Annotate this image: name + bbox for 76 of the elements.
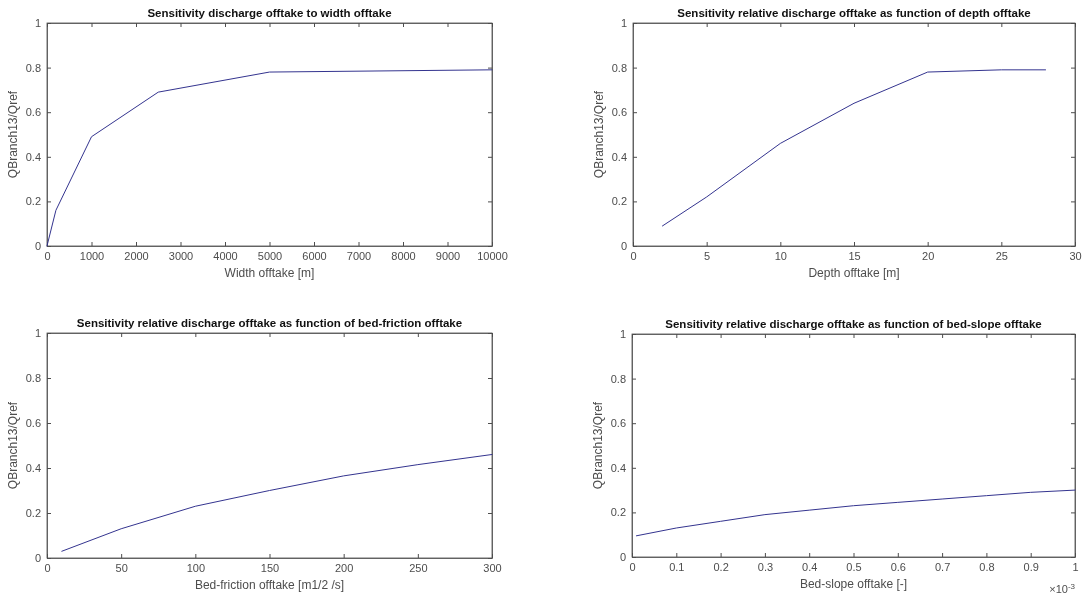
y-tick-label: 0	[619, 551, 626, 564]
y-axis-title: QBranch13/Qref	[592, 90, 606, 179]
x-tick-label: 5000	[257, 249, 283, 262]
y-tick-label: 0.8	[25, 61, 41, 74]
y-tick-label: 0.2	[25, 195, 41, 208]
y-tick-label: 0.6	[610, 417, 626, 430]
x-tick-label: 0	[44, 561, 51, 574]
y-tick-label: 0.6	[25, 417, 41, 430]
x-tick-label: 200	[334, 561, 354, 574]
y-tick-label: 0	[34, 240, 41, 253]
x-tick-label: 0.2	[713, 560, 729, 573]
x-tick-label: 5	[704, 249, 711, 262]
chart-title: Sensitivity relative discharge offtake as function of depth offtake	[677, 7, 1031, 19]
chart-title: Sensitivity relative discharge offtake as function of bed-friction offtake	[76, 317, 463, 329]
x-tick-label: 6000	[302, 249, 327, 262]
y-tick-label: 0.4	[611, 150, 627, 163]
x-tick-label: 4000	[213, 249, 238, 262]
y-axis-title: QBranch13/Qref	[591, 401, 605, 490]
x-tick-label: 25	[995, 249, 1008, 262]
chart-title: Sensitivity relative discharge offtake as function of bed-slope offtake	[665, 318, 1042, 330]
y-tick-label: 1	[34, 327, 41, 340]
y-tick-label: 0.2	[610, 506, 626, 519]
x-axis-title: Width offtake [m]	[224, 266, 315, 280]
y-tick-label: 0	[620, 240, 627, 253]
x-tick-label: 0.4	[802, 560, 818, 573]
x-tick-label: 1	[1072, 560, 1079, 573]
y-tick-label: 0.8	[611, 61, 627, 74]
x-tick-label: 20	[922, 249, 935, 262]
y-tick-label: 1	[619, 328, 626, 341]
x-tick-label: 150	[260, 561, 280, 574]
x-tick-label: 0.5	[846, 560, 862, 573]
y-tick-label: 0.8	[25, 372, 41, 385]
y-tick-label: 0	[34, 552, 41, 565]
y-tick-label: 0.4	[610, 461, 626, 474]
x-tick-label: 100	[186, 561, 206, 574]
y-tick-label: 0.4	[25, 150, 41, 163]
y-axis-title: QBranch13/Qref	[6, 90, 20, 179]
text: ×10$^{-3}$	[1049, 581, 1076, 595]
y-tick-label: 1	[620, 17, 627, 30]
x-tick-label: 15	[848, 249, 861, 262]
x-tick-label: 0	[629, 560, 636, 573]
x-tick-label: 0.7	[934, 560, 951, 573]
x-tick-label: 50	[115, 561, 128, 574]
x-tick-label: 0.8	[979, 560, 995, 573]
x-tick-label: 0	[630, 249, 637, 262]
x-axis-title: Bed-slope offtake [-]	[799, 577, 908, 591]
chart-title: Sensitivity discharge offtake to width offtake	[147, 7, 392, 19]
x-tick-label: 10000	[477, 249, 508, 262]
y-axis-title: QBranch13/Qref	[6, 401, 20, 490]
y-tick-label: 0.6	[611, 106, 627, 119]
x-tick-label: 2000	[124, 249, 149, 262]
y-tick-label: 0.6	[25, 106, 41, 119]
x-tick-label: 7000	[346, 249, 372, 262]
x-tick-label: 10	[774, 249, 787, 262]
x-tick-label: 3000	[168, 249, 194, 262]
x-tick-label: 0	[44, 249, 51, 262]
x-tick-label: 8000	[391, 249, 416, 262]
y-tick-label: 1	[34, 17, 41, 30]
line-series	[61, 454, 493, 552]
x-axis-title: Bed-friction offtake [m1/2 /s]	[194, 578, 345, 592]
x-tick-label: 1000	[79, 249, 105, 262]
x-tick-label: 30	[1069, 249, 1082, 262]
x-tick-label: 0.1	[669, 560, 685, 573]
y-tick-label: 0.2	[25, 507, 41, 520]
x-tick-label: 0.3	[757, 560, 774, 573]
x-tick-label: 9000	[435, 249, 461, 262]
y-tick-label: 0.4	[25, 462, 41, 475]
x-tick-label: 300	[483, 561, 502, 574]
line-series	[635, 489, 1076, 537]
x-tick-label: 250	[409, 561, 428, 574]
y-tick-label: 0.8	[610, 372, 626, 385]
line-series	[661, 69, 1047, 227]
x-axis-title: Depth offtake [m]	[808, 266, 900, 280]
x-tick-label: 0.6	[890, 560, 906, 573]
y-tick-label: 0.2	[611, 195, 627, 208]
x-tick-label: 0.9	[1023, 560, 1039, 573]
